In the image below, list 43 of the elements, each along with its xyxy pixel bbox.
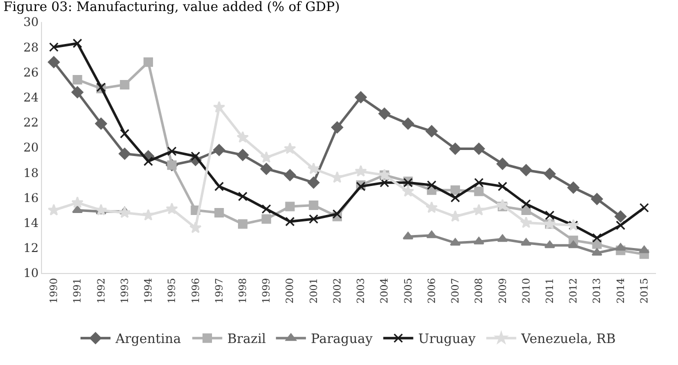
y-tick-label: 14	[23, 216, 39, 230]
x-tick-label: 2015	[639, 278, 650, 304]
x-tick-label: 2013	[592, 278, 604, 304]
y-tick-label: 22	[23, 116, 39, 130]
x-tick-label: 2004	[380, 278, 391, 304]
y-tick-label: 30	[23, 15, 39, 30]
legend-label: Uruguay	[418, 332, 476, 348]
x-tick-label: 1998	[238, 278, 249, 304]
y-tick-label: 20	[23, 140, 39, 155]
x-tick-label: 2005	[403, 278, 414, 304]
legend-label: Argentina	[114, 332, 182, 348]
x-tick-label: 2012	[568, 278, 580, 304]
x-tick-label: 2003	[356, 278, 368, 304]
x-tick-label: 1996	[190, 278, 202, 304]
x-tick-label: 1994	[144, 278, 155, 304]
x-tick-label: 1991	[72, 278, 84, 304]
y-tick-label: 24	[23, 90, 39, 104]
x-tick-label: 1995	[167, 278, 178, 304]
x-tick-label: 2006	[426, 278, 438, 304]
x-tick-label: 2001	[308, 278, 320, 304]
y-tick-label: 18	[23, 166, 39, 180]
y-tick-label: 10	[23, 266, 39, 280]
x-tick-label: 1993	[120, 278, 131, 304]
x-tick-label: 1990	[49, 278, 60, 304]
chart-title: Figure 03: Manufacturing, value added (% of GDP)	[3, 0, 340, 15]
y-tick-label: 28	[23, 40, 39, 54]
x-tick-label: 1992	[96, 278, 108, 304]
legend-label: Venezuela, RB	[520, 332, 616, 348]
x-tick-label: 2000	[285, 278, 296, 304]
legend-label: Brazil	[227, 332, 266, 348]
x-tick-label: 2008	[474, 278, 486, 304]
x-tick-label: 2010	[521, 278, 532, 304]
y-tick-label: 26	[23, 65, 39, 80]
x-tick-label: 2007	[450, 278, 462, 304]
x-tick-label: 2014	[616, 278, 627, 304]
y-tick-label: 16	[23, 190, 39, 205]
y-tick-label: 12	[23, 241, 39, 256]
x-tick-label: 2011	[544, 278, 556, 304]
x-tick-label: 2009	[498, 278, 509, 304]
legend-label: Paraguay	[310, 332, 374, 348]
x-tick-label: 1997	[214, 278, 226, 304]
x-tick-label: 2002	[332, 278, 344, 304]
x-tick-label: 1999	[262, 278, 273, 304]
